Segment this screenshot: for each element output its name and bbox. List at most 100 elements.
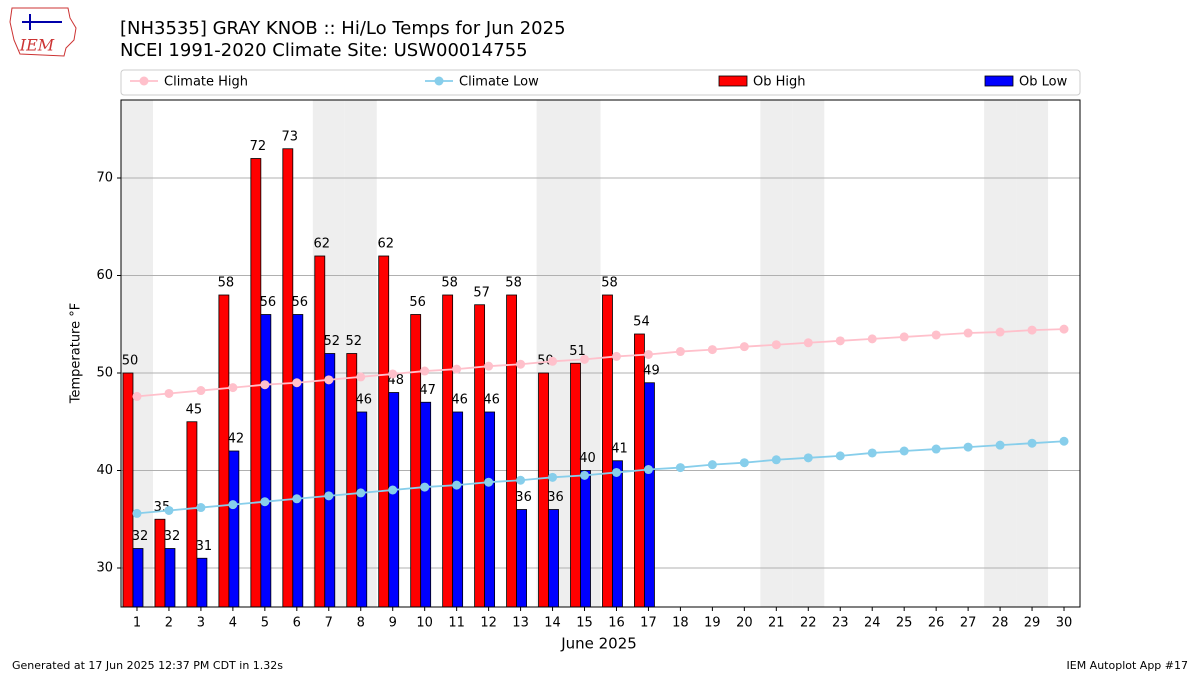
x-tick-label: 21 — [768, 616, 785, 631]
weekend-shade — [1016, 100, 1049, 607]
line-point — [675, 463, 685, 473]
x-tick-label: 18 — [672, 616, 689, 631]
line — [136, 440, 1065, 515]
x-tick-label: 9 — [389, 616, 397, 631]
chart-title: [NH3535] GRAY KNOB :: Hi/Lo Temps for Ju… — [120, 18, 566, 39]
bar — [164, 548, 176, 608]
line-point — [835, 451, 845, 461]
bar — [324, 353, 336, 608]
bar — [410, 314, 422, 608]
bar-value-label: 47 — [419, 383, 436, 398]
bar — [644, 382, 655, 608]
line-point — [132, 391, 142, 401]
bar — [570, 362, 581, 608]
line-point — [963, 328, 973, 338]
line-point — [995, 440, 1005, 450]
line — [136, 328, 1065, 398]
x-tick-label: 4 — [229, 616, 237, 631]
line-point — [452, 364, 462, 374]
line-point — [196, 386, 206, 396]
bar — [548, 509, 559, 608]
line-point — [196, 503, 206, 513]
y-tick-label: 70 — [96, 171, 113, 186]
weekend-shade — [760, 100, 793, 607]
x-tick-label: 10 — [416, 616, 433, 631]
x-tick-label: 14 — [544, 616, 561, 631]
bar-value-label: 31 — [196, 539, 213, 554]
bar — [580, 470, 591, 608]
line-point — [420, 482, 430, 492]
footer-right: IEM Autoplot App #17 — [1067, 659, 1189, 672]
bar — [282, 148, 294, 608]
x-tick-label: 16 — [608, 616, 625, 631]
bar-value-label: 45 — [186, 402, 203, 417]
line-point — [675, 347, 685, 357]
line-point — [771, 340, 781, 350]
line-point — [1059, 436, 1069, 446]
line-point — [292, 494, 302, 504]
y-tick-label: 50 — [96, 366, 113, 381]
bar — [196, 557, 208, 608]
bar-value-label: 58 — [601, 276, 618, 291]
line-point — [643, 349, 653, 359]
line-point — [388, 369, 398, 379]
line-point — [228, 383, 238, 393]
bar — [186, 421, 198, 608]
line-point — [899, 446, 909, 456]
line-point — [132, 508, 142, 518]
line-point — [164, 388, 174, 398]
y-tick-label: 40 — [96, 463, 113, 478]
line-point — [484, 361, 494, 371]
line-point — [931, 330, 941, 340]
x-tick-label: 5 — [261, 616, 269, 631]
bar-value-label: 56 — [409, 295, 426, 310]
legend-label: Ob High — [753, 75, 806, 90]
line-point — [420, 366, 430, 376]
line-point — [803, 338, 813, 348]
bar — [452, 411, 464, 608]
x-tick-label: 23 — [832, 616, 849, 631]
line-point — [516, 475, 526, 485]
line-point — [484, 477, 494, 487]
x-tick-label: 24 — [864, 616, 881, 631]
line-point — [931, 444, 941, 454]
x-tick-label: 25 — [896, 616, 913, 631]
line-point — [324, 491, 334, 501]
bar-value-label: 46 — [483, 393, 500, 408]
legend-marker — [434, 76, 444, 86]
line-point — [1027, 438, 1037, 448]
bar — [218, 294, 230, 608]
line-point — [548, 356, 558, 366]
bar-value-label: 54 — [633, 315, 650, 330]
x-axis-label: June 2025 — [560, 635, 637, 653]
line-point — [995, 327, 1005, 337]
line-point — [707, 345, 717, 355]
line-point — [1059, 324, 1069, 334]
bar — [474, 304, 486, 608]
x-tick-label: 30 — [1056, 616, 1073, 631]
legend-swatch — [984, 75, 1014, 87]
line-point — [260, 380, 270, 390]
line-point — [963, 442, 973, 452]
bar-value-label: 51 — [569, 344, 586, 359]
bar — [292, 314, 304, 608]
line-point — [611, 351, 621, 361]
line-point — [452, 480, 462, 490]
line-point — [228, 500, 238, 510]
x-tick-label: 15 — [576, 616, 593, 631]
bar — [484, 411, 496, 608]
weekend-shade — [984, 100, 1017, 607]
line-point — [580, 354, 590, 364]
bar-value-label: 52 — [324, 334, 341, 349]
legend-label: Climate Low — [459, 75, 539, 90]
line-point — [388, 485, 398, 495]
bar-value-label: 36 — [515, 490, 532, 505]
line-point — [867, 448, 877, 458]
line-point — [611, 467, 621, 477]
line-point — [835, 336, 845, 346]
line-point — [516, 359, 526, 369]
bar-value-label: 57 — [473, 285, 490, 300]
line-point — [292, 378, 302, 388]
bar-value-label: 58 — [505, 276, 522, 291]
x-tick-label: 12 — [480, 616, 497, 631]
